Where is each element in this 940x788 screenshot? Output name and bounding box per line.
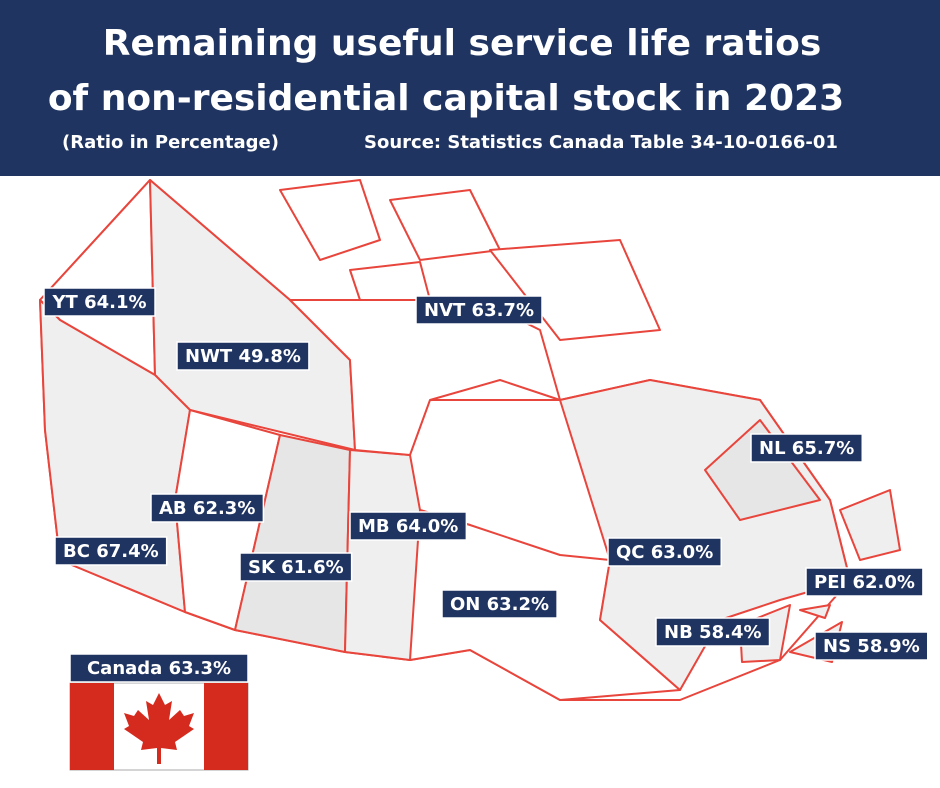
- title: of non-residential capital stock in 2023: [48, 78, 844, 119]
- region-label: NVT 63.7%: [415, 295, 543, 325]
- label-box: [814, 631, 929, 661]
- label-text: MB 64.0%: [358, 516, 458, 537]
- label-box: [415, 295, 543, 325]
- label-text: NVT 63.7%: [424, 300, 534, 321]
- title: Remaining useful service life ratios: [103, 23, 822, 64]
- arctic-island: [349, 261, 431, 301]
- label-box: [239, 552, 353, 582]
- region-label: AB 62.3%: [150, 493, 265, 523]
- region-label: SK 61.6%: [239, 552, 353, 582]
- arctic-island: [279, 179, 381, 261]
- label-box: [655, 617, 771, 647]
- source: Source: Statistics Canada Table 34-10-01…: [364, 132, 838, 153]
- maple-leaf: [124, 693, 194, 764]
- label-box: [750, 433, 863, 463]
- pei: [799, 604, 831, 619]
- region-label: Canada 63.3%: [69, 653, 249, 683]
- label-text: AB 62.3%: [159, 498, 255, 519]
- flag: [69, 682, 249, 771]
- label-box: [176, 341, 310, 371]
- label-text: NL 65.7%: [759, 438, 854, 459]
- subtitle: (Ratio in Percentage): [62, 132, 279, 153]
- label-box: [349, 511, 468, 541]
- label-text: Canada 63.3%: [87, 658, 231, 679]
- region-label: PEI 62.0%: [805, 567, 924, 597]
- label-box: [805, 567, 924, 597]
- region-label: BC 67.4%: [54, 536, 168, 566]
- region-label: MB 64.0%: [349, 511, 468, 541]
- arctic-island: [389, 189, 501, 261]
- region-label: QC 63.0%: [607, 537, 722, 567]
- region-label: YT 64.1%: [43, 287, 156, 317]
- label-box: [150, 493, 265, 523]
- flag-bar: [204, 683, 248, 770]
- label-text: PEI 62.0%: [814, 572, 915, 593]
- region-label: ON 63.2%: [441, 589, 558, 619]
- label-box: [54, 536, 168, 566]
- label-box: [607, 537, 722, 567]
- region-label: NS 58.9%: [814, 631, 929, 661]
- flag-bar: [70, 683, 114, 770]
- newfoundland: [839, 489, 901, 561]
- label-text: NWT 49.8%: [185, 346, 301, 367]
- label-text: YT 64.1%: [52, 292, 147, 313]
- label-text: QC 63.0%: [616, 542, 713, 563]
- label-text: SK 61.6%: [248, 557, 344, 578]
- labrador: [704, 419, 821, 521]
- label-text: NS 58.9%: [823, 636, 920, 657]
- region-label: NB 58.4%: [655, 617, 771, 647]
- header-band: [0, 0, 940, 176]
- label-box: [43, 287, 156, 317]
- region-label: NL 65.7%: [750, 433, 863, 463]
- label-text: NB 58.4%: [664, 622, 762, 643]
- label-box: [69, 653, 249, 683]
- label-text: BC 67.4%: [63, 541, 159, 562]
- region-label: NWT 49.8%: [176, 341, 310, 371]
- label-text: ON 63.2%: [450, 594, 549, 615]
- label-box: [441, 589, 558, 619]
